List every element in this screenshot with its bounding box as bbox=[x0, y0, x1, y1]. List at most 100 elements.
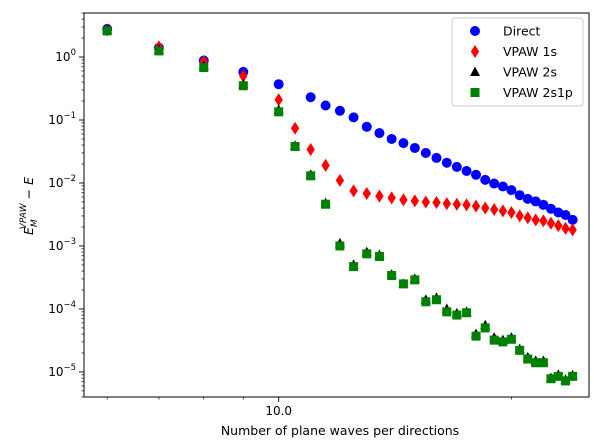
y-tick-label: 10−2 bbox=[48, 174, 76, 190]
data-point bbox=[321, 199, 331, 209]
legend-label: VPAW 1s bbox=[503, 44, 557, 59]
y-axis-label-rest: − E bbox=[21, 177, 36, 203]
data-point bbox=[335, 241, 345, 251]
data-point bbox=[560, 210, 571, 221]
data-point bbox=[334, 105, 345, 116]
data-point bbox=[561, 221, 570, 235]
data-point bbox=[290, 121, 300, 135]
legend: Direct VPAW 1s VPAW 2s VPAW 2s1p bbox=[451, 17, 584, 107]
y-tick-label: 10−3 bbox=[48, 237, 76, 253]
data-point bbox=[335, 173, 345, 187]
data-point bbox=[387, 270, 397, 280]
data-point bbox=[506, 334, 516, 344]
y-tick-label-base: 10 bbox=[48, 113, 63, 127]
data-point bbox=[452, 197, 462, 211]
data-point bbox=[398, 138, 409, 149]
data-point bbox=[561, 376, 571, 386]
y-tick-label-base: 10 bbox=[48, 365, 63, 379]
data-point bbox=[531, 213, 540, 227]
data-point bbox=[362, 249, 372, 259]
data-point bbox=[546, 216, 556, 230]
data-point bbox=[102, 26, 112, 36]
data-point bbox=[387, 191, 396, 205]
data-point bbox=[506, 185, 517, 196]
x-tick-label: 10.0 bbox=[265, 404, 292, 418]
data-point bbox=[349, 184, 358, 198]
data-point bbox=[306, 143, 315, 157]
legend-marker bbox=[470, 45, 480, 58]
data-point bbox=[421, 195, 431, 209]
data-point bbox=[154, 46, 164, 56]
data-point bbox=[349, 262, 359, 272]
data-point bbox=[522, 193, 533, 204]
data-point bbox=[568, 371, 578, 381]
data-point bbox=[409, 142, 420, 153]
data-point bbox=[538, 199, 549, 210]
data-point bbox=[451, 161, 462, 172]
axes-frame bbox=[83, 12, 590, 398]
y-tick-label-base: 10 bbox=[48, 302, 63, 316]
data-point bbox=[273, 79, 284, 90]
legend-marker bbox=[470, 88, 480, 97]
data-point bbox=[441, 157, 452, 168]
data-points bbox=[102, 23, 578, 386]
y-tick-label-exp: −3 bbox=[63, 237, 76, 247]
y-tick-label-exp: −4 bbox=[63, 300, 76, 310]
y-tick-label-exp: 0 bbox=[71, 48, 76, 58]
y-tick-label: 10−1 bbox=[48, 111, 76, 127]
data-point bbox=[442, 197, 452, 211]
y-tick-label-base: 10 bbox=[55, 50, 70, 64]
y-tick-label: 100 bbox=[55, 48, 76, 64]
data-point bbox=[471, 199, 481, 213]
data-point bbox=[515, 345, 525, 355]
data-point bbox=[538, 358, 548, 368]
legend-label: Direct bbox=[503, 24, 541, 39]
legend-label: VPAW 2s bbox=[503, 65, 557, 80]
data-point bbox=[471, 331, 481, 341]
series-vpaw-2s1p bbox=[102, 26, 578, 386]
data-point bbox=[290, 141, 300, 151]
data-point bbox=[305, 92, 316, 103]
data-point bbox=[498, 337, 508, 347]
data-point bbox=[420, 147, 431, 158]
y-tick-label-exp: −5 bbox=[63, 363, 76, 373]
data-point bbox=[462, 308, 472, 318]
data-point bbox=[530, 196, 541, 207]
data-point bbox=[554, 219, 563, 233]
data-point bbox=[375, 189, 384, 203]
data-point bbox=[489, 178, 500, 189]
data-point bbox=[199, 63, 209, 73]
data-point bbox=[348, 112, 359, 123]
data-point bbox=[545, 203, 556, 214]
data-point bbox=[398, 279, 408, 289]
data-point bbox=[531, 358, 541, 368]
legend-box bbox=[451, 17, 584, 107]
y-tick-label: 10−5 bbox=[48, 363, 76, 379]
data-point bbox=[515, 209, 524, 223]
data-point bbox=[523, 354, 533, 364]
data-point bbox=[386, 133, 397, 144]
data-point bbox=[498, 204, 508, 218]
data-point bbox=[480, 174, 491, 185]
data-point bbox=[399, 193, 408, 207]
y-tick-label-exp: −1 bbox=[63, 111, 76, 121]
legend-marker bbox=[470, 26, 480, 36]
data-point bbox=[432, 196, 441, 210]
y-tick-label: 10−4 bbox=[48, 300, 76, 316]
data-point bbox=[421, 297, 431, 307]
data-point bbox=[238, 81, 248, 91]
data-point bbox=[442, 307, 452, 317]
legend-label: VPAW 2s1p bbox=[503, 85, 573, 100]
data-point bbox=[410, 194, 420, 208]
data-point bbox=[410, 275, 420, 285]
data-point bbox=[361, 121, 372, 132]
data-point bbox=[374, 252, 384, 262]
data-point bbox=[431, 295, 441, 305]
y-axis-label: EMVPAW − E bbox=[19, 177, 40, 235]
x-tick-labels: 10.0 bbox=[265, 404, 292, 418]
major-ticks bbox=[79, 56, 280, 402]
data-point bbox=[306, 171, 316, 181]
data-point bbox=[321, 158, 330, 172]
